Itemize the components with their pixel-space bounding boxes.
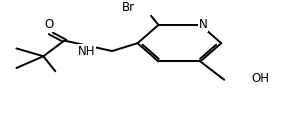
Text: NH: NH bbox=[78, 44, 95, 58]
Text: Br: Br bbox=[122, 1, 135, 14]
Text: N: N bbox=[199, 18, 208, 31]
Text: OH: OH bbox=[251, 72, 269, 85]
Text: O: O bbox=[45, 18, 54, 31]
